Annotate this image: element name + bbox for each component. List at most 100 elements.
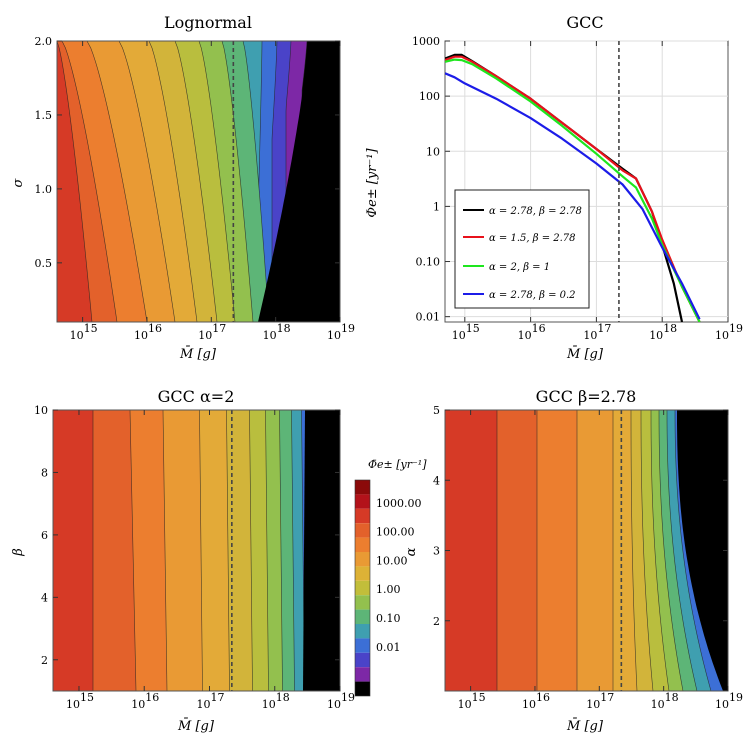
colorbar-label-1: 100.00 <box>376 526 415 539</box>
colorbar-title: Φ̄e± [yr⁻¹] <box>368 458 427 471</box>
legend-label-1: α = 2.78, β = 2.78 <box>489 206 582 217</box>
colorbar-cell-10 <box>355 624 370 638</box>
gcc-beta-xtick-label-18: 10 <box>651 698 665 711</box>
gcc-alpha-xtick-label-18: 10 <box>262 698 276 711</box>
gcc-alpha-region-black <box>303 410 340 691</box>
gcc-alpha-xtick-label-15: 10 <box>66 698 80 711</box>
colorbar-cell-14 <box>355 682 370 696</box>
gcc-beta-ytick-label-0: 2 <box>433 615 440 628</box>
colorbar-cell-1 <box>355 494 370 508</box>
gcc-alpha-ytick-label-2: 6 <box>41 529 48 542</box>
gcc-ytick-label-2: 10 <box>426 145 440 158</box>
lognormal-xtick-label-16: 10 <box>134 329 148 342</box>
lognormal-xtick-exp-16: 16 <box>148 322 162 335</box>
gcc-ytick-label-1: 100 <box>419 90 440 103</box>
colorbar-cell-5 <box>355 552 370 566</box>
gcc-beta-ytick-label-3: 5 <box>433 404 440 417</box>
gcc-beta-contour-field <box>445 410 739 691</box>
colorbar-label-3: 1.00 <box>376 583 401 596</box>
legend-label-2: α = 1.5, β = 2.78 <box>489 233 576 244</box>
gcc-alpha-ytick-label-0: 2 <box>41 654 48 667</box>
gcc-beta-xtick-label-19: 10 <box>715 698 729 711</box>
colorbar-cell-11 <box>355 638 370 652</box>
gcc-alpha-xtick-label-17: 10 <box>196 698 210 711</box>
gcc-alpha-xtick-exp-18: 18 <box>276 691 290 704</box>
colorbar-cells <box>355 480 370 696</box>
lognormal-ytick-label-0: 0.5 <box>35 257 53 270</box>
colorbar-cell-8 <box>355 595 370 609</box>
colorbar-label-2: 10.00 <box>376 554 408 567</box>
gcc-beta-xtick-exp-18: 18 <box>665 691 679 704</box>
gcc-alpha-contour-field <box>53 410 340 691</box>
gcc-beta-xtick-exp-16: 16 <box>536 691 550 704</box>
colorbar-cell-3 <box>355 523 370 537</box>
colorbar: Φ̄e± [yr⁻¹] 1000.00 100.00 10.00 1.00 0.10 0.… <box>355 458 427 696</box>
colorbar-cell-9 <box>355 610 370 624</box>
gcc-beta-xtick-exp-19: 19 <box>729 691 743 704</box>
panel-gcc-title: GCC <box>566 13 603 32</box>
gcc-beta-xtick-exp-15: 15 <box>472 691 486 704</box>
gcc-xlabel: M̄ [g] <box>566 346 604 362</box>
colorbar-label-4: 0.10 <box>376 612 401 625</box>
lognormal-ytick-label-3: 2.0 <box>35 35 53 48</box>
gcc-alpha-xtick-exp-17: 17 <box>210 691 224 704</box>
legend-label-3: α = 2, β = 1 <box>489 262 550 273</box>
colorbar-label-5: 0.01 <box>376 641 401 654</box>
gcc-beta-xlabel: M̄ [g] <box>566 718 604 734</box>
gcc-xtick-label-18: 10 <box>649 329 663 342</box>
colorbar-cell-7 <box>355 581 370 595</box>
lognormal-xtick-label-15: 10 <box>70 329 84 342</box>
gcc-xtick-exp-18: 18 <box>663 322 677 335</box>
panel-gcc-alpha-title: GCC α=2 <box>158 387 235 406</box>
gcc-legend: α = 2.78, β = 2.78 α = 1.5, β = 2.78 α =… <box>455 190 589 308</box>
colorbar-cell-6 <box>355 566 370 580</box>
gcc-xtick-exp-16: 16 <box>532 322 546 335</box>
lognormal-contour-field <box>57 41 340 322</box>
figure: Lognormal 101510161017101810190.51.01.52… <box>0 0 754 746</box>
lognormal-xtick-exp-15: 15 <box>84 322 98 335</box>
lognormal-xlabel: M̄ [g] <box>179 346 217 362</box>
gcc-beta-region-0 <box>445 410 497 691</box>
colorbar-cell-0 <box>355 480 370 494</box>
gcc-alpha-xlabel: M̄ [g] <box>177 718 215 734</box>
lognormal-xtick-exp-18: 18 <box>277 322 291 335</box>
gcc-ytick-label-0: 1000 <box>412 35 440 48</box>
gcc-alpha-xtick-label-19: 10 <box>327 698 341 711</box>
colorbar-cell-13 <box>355 667 370 681</box>
gcc-alpha-region-0 <box>53 410 93 691</box>
gcc-alpha-xtick-exp-19: 19 <box>341 691 355 704</box>
gcc-alpha-ytick-label-4: 10 <box>34 404 48 417</box>
gcc-ylabel: Φe± [yr⁻¹] <box>365 147 380 217</box>
lognormal-xtick-label-19: 10 <box>327 329 341 342</box>
panel-gcc-beta-title: GCC β=2.78 <box>536 387 637 406</box>
lognormal-ytick-label-2: 1.5 <box>35 109 53 122</box>
lognormal-ytick-label-1: 1.0 <box>35 183 53 196</box>
colorbar-labels: 1000.00 100.00 10.00 1.00 0.10 0.01 <box>376 497 422 654</box>
gcc-ytick-label-3: 1 <box>433 200 440 213</box>
gcc-alpha-xtick-label-16: 10 <box>131 698 145 711</box>
legend-label-4: α = 2.78, β = 0.2 <box>489 290 576 301</box>
gcc-xtick-label-15: 10 <box>452 329 466 342</box>
gcc-xtick-label-17: 10 <box>583 329 597 342</box>
gcc-beta-xtick-exp-17: 17 <box>600 691 614 704</box>
lognormal-xtick-exp-19: 19 <box>341 322 355 335</box>
colorbar-cell-4 <box>355 538 370 552</box>
lognormal-xtick-label-17: 10 <box>198 329 212 342</box>
gcc-beta-xtick-label-15: 10 <box>458 698 472 711</box>
gcc-alpha-ytick-label-3: 8 <box>41 466 48 479</box>
gcc-alpha-xtick-exp-15: 15 <box>80 691 94 704</box>
gcc-alpha-xtick-exp-16: 16 <box>145 691 159 704</box>
gcc-xtick-exp-17: 17 <box>597 322 611 335</box>
panel-gcc-lines: GCC 1015101610171018101910001001010.100.… <box>365 13 743 362</box>
gcc-beta-ylabel: α <box>404 547 419 556</box>
lognormal-ylabel: σ <box>11 177 26 187</box>
gcc-beta-ytick-label-2: 4 <box>433 474 440 487</box>
panel-lognormal-title: Lognormal <box>164 13 252 32</box>
gcc-ytick-label-4: 0.10 <box>416 256 441 269</box>
gcc-alpha-ylabel: β <box>11 548 26 557</box>
gcc-beta-ytick-label-1: 3 <box>433 545 440 558</box>
colorbar-label-0: 1000.00 <box>376 497 422 510</box>
gcc-ytick-label-5: 0.01 <box>416 311 441 324</box>
